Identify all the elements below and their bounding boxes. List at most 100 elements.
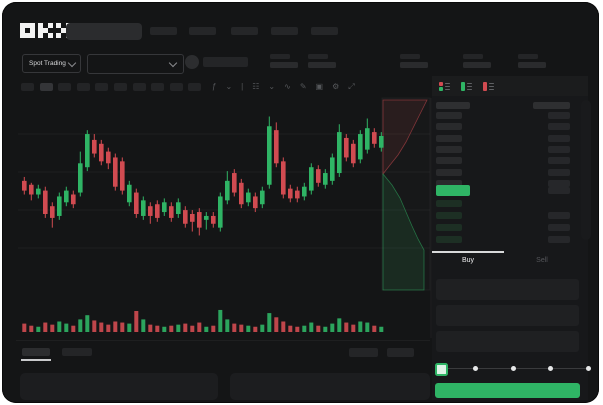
candle [358, 134, 363, 160]
active-tab-indicator [432, 251, 504, 253]
bottom-action-placeholder-1[interactable] [349, 348, 378, 357]
candle [22, 180, 27, 191]
buy-submit-button[interactable] [435, 383, 580, 398]
orderbook-bid-price[interactable] [436, 224, 462, 231]
nav-item-3[interactable] [231, 27, 258, 35]
chevron-icon[interactable]: ⌄ [268, 82, 276, 91]
bottom-action-placeholder-2[interactable] [387, 348, 414, 357]
volume-bar [134, 311, 139, 332]
candle [344, 137, 349, 158]
orderbook-ask-price[interactable] [436, 123, 462, 131]
timeframe-button-2[interactable] [39, 83, 53, 91]
nav-item-1[interactable] [150, 27, 177, 35]
candle [78, 163, 83, 193]
orderbook-bid-price[interactable] [436, 212, 462, 219]
orderbook-bid-price[interactable] [436, 200, 462, 207]
orderbook-ask-price[interactable] [436, 134, 462, 142]
tab-sell[interactable]: Sell [536, 257, 548, 264]
orderbook-ask-price[interactable] [436, 168, 462, 176]
indicator-icon[interactable]: ƒ [212, 82, 217, 91]
orderbook-ask-price[interactable] [436, 112, 462, 119]
candle [288, 188, 293, 199]
candle [29, 184, 34, 195]
orderbook-ask-price[interactable] [436, 145, 462, 153]
settings-icon[interactable]: ⚙ [332, 82, 340, 91]
fullscreen-icon[interactable]: ⤢ [348, 82, 355, 91]
market-type-dropdown[interactable]: Spot Trading [22, 54, 81, 73]
candle-style-icon[interactable]: ☷ [252, 82, 260, 91]
volume-bar [267, 313, 272, 332]
orderbook-ask-price[interactable] [436, 179, 462, 187]
orderbook-bid-price[interactable] [436, 236, 462, 243]
timeframe-button-1[interactable] [21, 83, 34, 91]
candle [225, 180, 230, 201]
icon-part [439, 87, 443, 91]
timeframe-button-7[interactable] [132, 83, 146, 91]
logo-pixel [38, 23, 43, 28]
icon-part [488, 89, 494, 91]
nav-item-5[interactable] [311, 27, 338, 35]
volume-bar [372, 325, 377, 332]
slider-stop-25[interactable] [473, 365, 478, 371]
line-tool-icon[interactable]: ∿ [284, 82, 291, 91]
candle [92, 139, 97, 154]
volume-bar [337, 318, 342, 332]
stat-value-4 [463, 62, 491, 68]
total-input[interactable] [436, 331, 579, 352]
amount-input[interactable] [436, 305, 579, 326]
timeframe-button-9[interactable] [169, 83, 183, 91]
nav-item-4[interactable] [271, 27, 298, 35]
timeframe-button-6[interactable] [114, 83, 127, 91]
candle [204, 215, 209, 220]
orderbook-view-asks-icon[interactable] [483, 81, 494, 92]
bottom-tab-orders[interactable] [22, 348, 50, 356]
volume-bar [281, 321, 286, 332]
depth-asks-area [382, 99, 428, 176]
timeframe-button-5[interactable] [95, 83, 109, 91]
volume-bar [232, 323, 237, 332]
icon-part [444, 83, 450, 85]
chevron-icon[interactable]: ⌄ [225, 82, 233, 91]
slider-stop-50[interactable] [510, 365, 516, 371]
logo-pixel [30, 28, 35, 33]
orderbook-ask-price[interactable] [436, 157, 462, 165]
orderbook-scrollbar[interactable] [581, 100, 591, 240]
search-input[interactable] [66, 23, 142, 40]
candle [379, 136, 384, 148]
candle [260, 190, 265, 205]
divider: | [241, 82, 244, 91]
slider-handle[interactable] [435, 362, 448, 376]
draw-tool-icon[interactable]: ✎ [299, 82, 307, 91]
timeframe-button-4[interactable] [76, 83, 90, 91]
orderbook-ask-amount [548, 145, 570, 153]
orderbook-bid-amount [548, 236, 570, 243]
orders-panel-left [20, 373, 218, 400]
orderbook-last-price[interactable] [436, 185, 470, 196]
nav-item-2[interactable] [189, 27, 216, 35]
timeframe-button-10[interactable] [188, 83, 202, 91]
candle [85, 134, 90, 168]
price-input[interactable] [436, 279, 579, 300]
volume-bar [239, 324, 244, 332]
tab-buy[interactable]: Buy [461, 257, 475, 264]
slider-stop-75[interactable] [548, 365, 553, 371]
pair-selector-dropdown[interactable] [87, 54, 184, 74]
slider-stop-100[interactable] [585, 365, 591, 371]
volume-bar [113, 321, 118, 332]
candle [330, 157, 335, 181]
camera-icon[interactable]: ▣ [315, 82, 324, 91]
candle [309, 167, 314, 191]
timeframe-button-8[interactable] [151, 83, 165, 91]
volume-bar [36, 326, 41, 332]
candle [113, 157, 118, 187]
orderbook-view-combined-icon[interactable] [439, 81, 450, 92]
candle [253, 196, 258, 209]
bottom-tab-history[interactable] [62, 348, 92, 356]
orderbook-view-bids-icon[interactable] [461, 81, 472, 92]
candle [50, 206, 55, 218]
logo-pixel [56, 33, 61, 38]
volume-bar [204, 326, 209, 332]
timeframe-button-3[interactable] [58, 83, 72, 91]
